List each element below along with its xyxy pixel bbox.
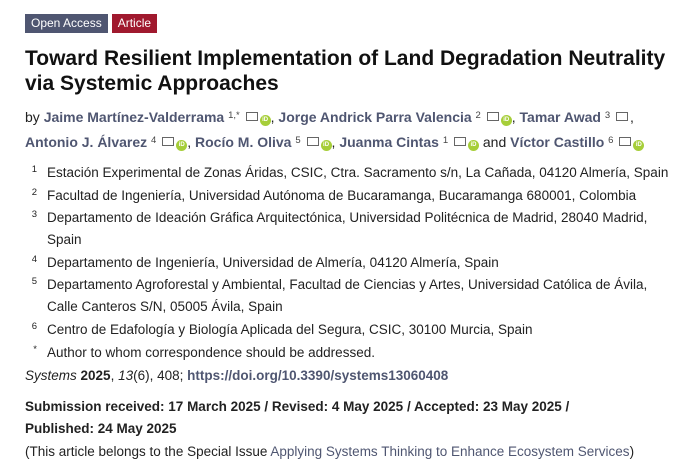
author-name[interactable]: Jaime Martínez-Valderrama	[43, 109, 225, 125]
author-name[interactable]: Víctor Castillo	[510, 134, 605, 150]
author-affiliation-sup: 1	[442, 135, 449, 146]
author-list: by Jaime Martínez-Valderrama 1,* iD, Jor…	[25, 104, 675, 154]
affiliation-text: Departamento de Ingeniería, Universidad …	[47, 254, 499, 270]
open-access-badge[interactable]: Open Access	[25, 14, 108, 33]
article-type-badge[interactable]: Article	[111, 14, 158, 33]
affiliation-text: Facultad de Ingeniería, Universidad Autó…	[47, 187, 637, 203]
affiliation-item: 4 Departamento de Ingeniería, Universidad…	[25, 252, 675, 274]
affiliation-number: 2	[31, 186, 37, 198]
author-affiliation-sup: 4	[151, 135, 157, 146]
author-affiliation-sup: 1,*	[228, 110, 240, 121]
citation-year: 2025	[80, 368, 111, 383]
citation-issue-pages: (6), 408;	[133, 368, 184, 383]
orcid-icon[interactable]: iD	[176, 140, 188, 151]
affiliation-item: 5 Departamento Agroforestal y Ambiental, …	[25, 274, 675, 318]
orcid-icon[interactable]: iD	[500, 115, 512, 126]
author-affiliation-sup: 6	[608, 135, 614, 146]
special-issue-prefix: (This article belongs to the Special Iss…	[25, 444, 271, 459]
special-issue-link[interactable]: Applying Systems Thinking to Enhance Eco…	[270, 444, 630, 459]
affiliation-item: 6 Centro de Edafología y Biología Aplicad…	[25, 319, 675, 341]
affiliation-number: 6	[31, 320, 37, 332]
orcid-icon[interactable]: iD	[633, 140, 645, 151]
email-icon[interactable]	[245, 112, 258, 121]
affiliation-number: 4	[31, 253, 37, 265]
badges: Open Access Article	[25, 14, 158, 33]
affiliation-item: 2 Facultad de Ingeniería, Universidad Aut…	[25, 185, 675, 207]
citation: Systems 2025, 13(6), 408; https://doi.or…	[25, 368, 449, 383]
affiliation-number: 5	[31, 276, 37, 288]
affiliation-number: 1	[31, 164, 37, 175]
citation-volume: 13	[118, 368, 134, 383]
email-icon[interactable]	[454, 137, 466, 146]
affiliation-text: Departamento Agroforestal y Ambiental, F…	[47, 277, 648, 315]
orcid-icon[interactable]: iD	[259, 115, 271, 126]
affiliation-item: 1 Estación Experimental de Zonas Áridas, …	[25, 162, 675, 184]
and-text: and	[479, 134, 511, 150]
orcid-icon[interactable]: iD	[320, 140, 332, 151]
article-title: Toward Resilient Implementation of Land …	[25, 47, 666, 95]
orcid-icon[interactable]: iD	[468, 140, 479, 151]
author-affiliation-sup: 3	[604, 110, 611, 121]
authors-prefix: by	[25, 109, 44, 125]
email-icon[interactable]	[162, 137, 175, 146]
affiliation-text: Estación Experimental de Zonas Áridas, C…	[47, 165, 669, 180]
special-issue-suffix: )	[629, 444, 635, 459]
author-name[interactable]: Tamar Awad	[519, 109, 601, 125]
special-issue-note: (This article belongs to the Special Iss…	[25, 444, 634, 459]
affiliation-number: 3	[31, 209, 37, 221]
email-icon[interactable]	[619, 137, 632, 146]
author-name[interactable]: Jorge Andrick Parra Valencia	[278, 109, 472, 125]
author-affiliation-sup: 2	[475, 110, 481, 121]
author-name[interactable]: Juanma Cintas	[339, 134, 439, 150]
email-icon[interactable]	[486, 112, 499, 121]
journal-name: Systems	[25, 368, 77, 383]
affiliation-item: * Author to whom correspondence should be…	[25, 342, 675, 364]
affiliation-text: Author to whom correspondence should be …	[47, 344, 375, 360]
affiliation-item: 3 Departamento de Ideación Gráfica Arquit…	[25, 207, 675, 251]
publication-dates: Submission received: 17 March 2025 / Rev…	[25, 399, 570, 436]
doi-link[interactable]: https://doi.org/10.3390/systems13060408	[187, 368, 449, 383]
email-icon[interactable]	[616, 112, 629, 121]
author-name[interactable]: Rocío M. Oliva	[195, 134, 292, 150]
affiliation-number: *	[33, 343, 37, 355]
email-icon[interactable]	[306, 137, 319, 146]
affiliation-text: Centro de Edafología y Biología Aplicada…	[47, 321, 533, 337]
affiliations: 1 Estación Experimental de Zonas Áridas, …	[25, 162, 675, 364]
author-name[interactable]: Antonio J. Álvarez	[25, 134, 148, 150]
affiliation-text: Departamento de Ideación Gráfica Arquite…	[47, 210, 648, 248]
author-affiliation-sup: 5	[295, 135, 301, 146]
